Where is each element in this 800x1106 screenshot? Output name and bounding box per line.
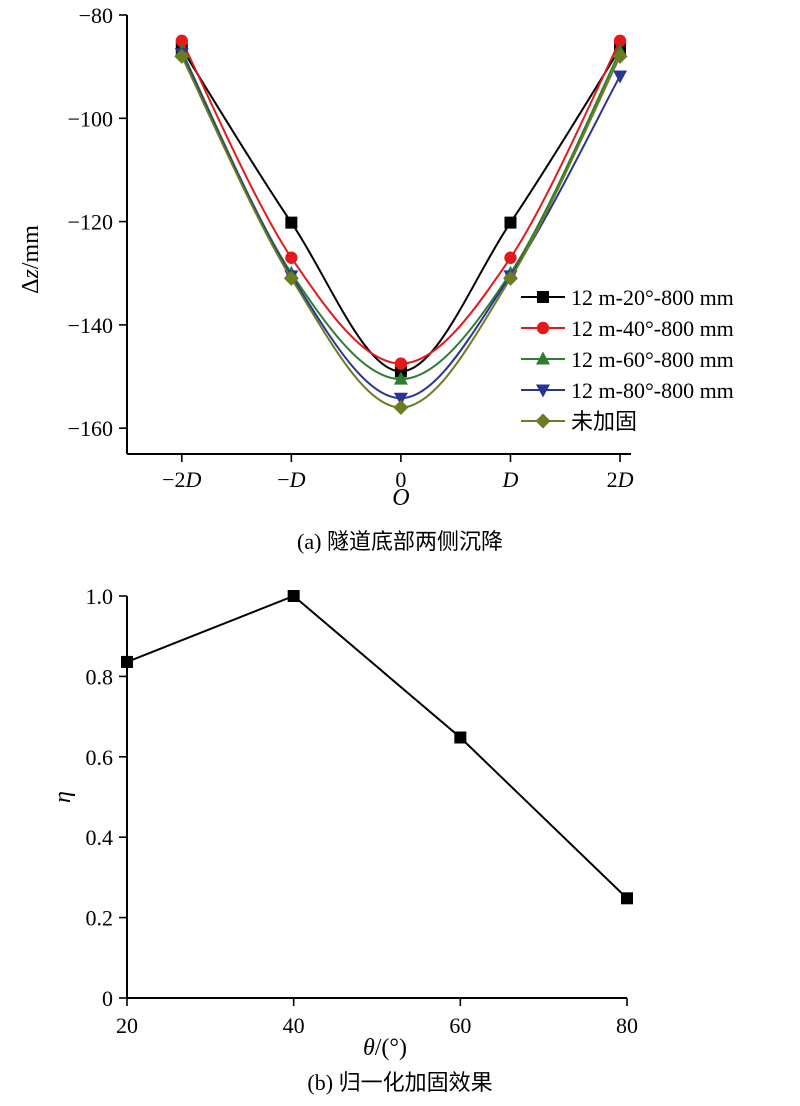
chart-a-data-point: [504, 251, 517, 264]
chart-b-x-tick-label: 20: [116, 1013, 138, 1038]
chart-b-y-tick-label: 0: [102, 986, 113, 1011]
chart-b-caption: (b) 归一化加固效果: [307, 1070, 492, 1095]
chart-a-data-point: [285, 216, 298, 229]
chart-b-x-tick-label: 40: [283, 1013, 305, 1038]
chart-a-x-tick-label: 0: [395, 467, 406, 492]
chart-a-caption: (a) 隧道底部两侧沉降: [297, 529, 503, 554]
chart-a-data-point: [394, 357, 408, 370]
chart-a-data-point: [504, 216, 517, 229]
chart-a-data-point: [613, 34, 627, 48]
chart-b-y-tick-label: 0.8: [86, 664, 114, 689]
chart-a-x-tick-label: D: [502, 467, 519, 492]
legend-label: 12 m-60°-800 mm: [571, 347, 734, 372]
chart-b-y-tick-label: 0.2: [86, 906, 114, 931]
chart-a-x-tick-label: −D: [277, 467, 305, 492]
chart-a: −80 −100 −120 −140 −160 −2D −D 0 D 2D O Δz/mm 12 m-2…: [18, 3, 734, 554]
chart-b-x-tick-label: 80: [616, 1013, 638, 1038]
legend-label: 12 m-40°-800 mm: [571, 316, 734, 341]
legend-label: 未加固: [571, 409, 637, 434]
chart-b-data-point: [621, 892, 633, 905]
chart-a-series-line: [180, 50, 621, 381]
chart-a-data-point: [393, 400, 409, 416]
chart-a-data-point: [285, 251, 298, 264]
chart-a-series-5: [174, 48, 628, 416]
legend-marker: [536, 351, 550, 365]
chart-a-series-2: [175, 34, 627, 370]
chart-b-series-1: [121, 590, 633, 905]
chart-a-series-line: [180, 55, 621, 409]
chart-b-y-tick-label: 0.4: [86, 825, 114, 850]
chart-b-data-point: [287, 590, 300, 602]
legend-marker: [537, 291, 549, 303]
legend-marker: [536, 384, 550, 398]
legend-label: 12 m-80°-800 mm: [571, 378, 734, 403]
chart-b-y-axis-title: η: [50, 791, 76, 803]
chart-b-y-tick-label: 1.0: [86, 584, 114, 609]
chart-a-data-point: [174, 48, 190, 64]
chart-a-y-tick-label: −160: [68, 416, 113, 441]
chart-a-y-tick-label: −80: [79, 3, 113, 28]
chart-a-y-tick-label: −140: [68, 313, 113, 338]
chart-b-data-point: [121, 655, 133, 668]
chart-a-data-point: [175, 34, 188, 48]
chart-b-x-axis-title: θ/(°): [363, 1035, 407, 1061]
legend-marker: [535, 413, 551, 429]
chart-a-x-tick-label: −2D: [162, 467, 201, 492]
chart-a-data-point: [612, 48, 628, 64]
chart-a-data-point: [502, 270, 518, 286]
chart-b: 0 0.2 0.4 0.6 0.8 1.0 20 40 60 80 θ/(°) η (b) 归一化加固效…: [50, 584, 638, 1095]
chart-a-y-axis-title: Δz/mm: [18, 225, 44, 294]
chart-a-series-line: [180, 53, 621, 400]
chart-a-data-point: [393, 371, 408, 385]
chart-b-x-tick-label: 60: [449, 1013, 471, 1038]
chart-a-series-line: [180, 48, 621, 373]
legend-marker: [536, 321, 550, 335]
chart-a-legend: 12 m-20°-800 mm 12 m-40°-800 mm 12 m-60°-8…: [521, 285, 734, 434]
chart-a-data-point: [393, 392, 408, 406]
chart-a-x-tick-label: 2D: [607, 467, 634, 492]
chart-a-series-4: [174, 48, 628, 406]
chart-a-y-tick-label: −120: [68, 210, 113, 235]
legend-label: 12 m-20°-800 mm: [571, 285, 734, 310]
chart-a-data-point: [613, 70, 628, 84]
chart-a-data-point: [283, 270, 299, 286]
chart-b-series-line: [126, 594, 628, 900]
chart-b-data-point: [454, 731, 467, 744]
chart-a-x-axis-title: O: [392, 485, 409, 511]
chart-a-series-3: [174, 43, 628, 385]
chart-a-y-tick-label: −100: [68, 106, 113, 131]
chart-b-y-tick-label: 0.6: [86, 745, 114, 770]
